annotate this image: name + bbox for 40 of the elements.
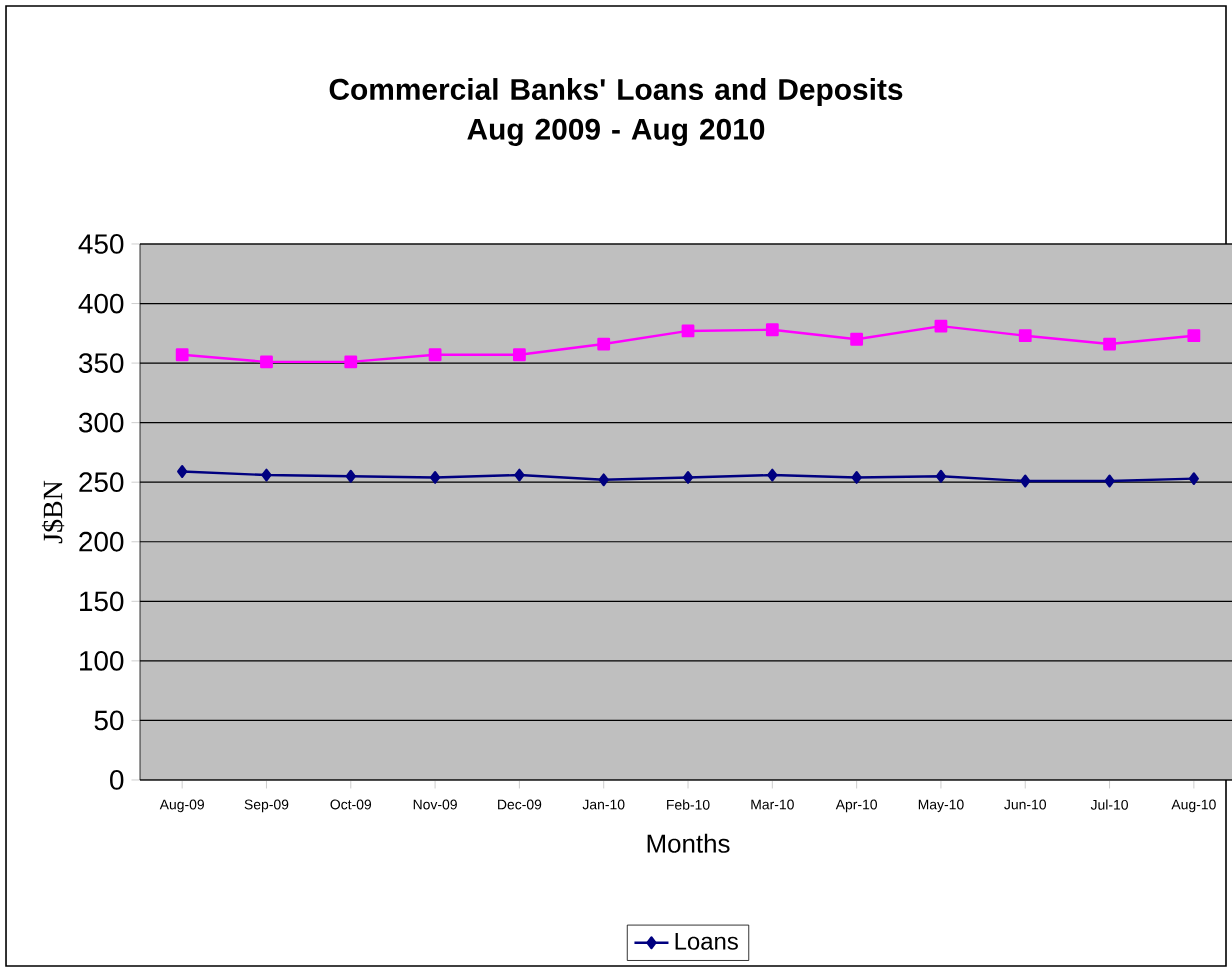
point — [1103, 337, 1116, 351]
point — [260, 355, 273, 369]
point — [1187, 329, 1201, 343]
point — [429, 471, 441, 484]
y-tick-label: 0 — [110, 770, 124, 790]
point — [682, 471, 694, 484]
point — [1018, 329, 1032, 343]
point — [1020, 474, 1031, 488]
y-tick-label: 300 — [78, 412, 124, 433]
legend-label: Loans — [675, 933, 738, 950]
y-tick-label: 150 — [80, 591, 124, 612]
point — [175, 348, 189, 362]
y-tick-label: 50 — [94, 710, 124, 731]
y-tick-label: 100 — [80, 650, 124, 671]
y-axis-title: J$BN — [41, 480, 65, 544]
point — [851, 471, 862, 484]
point — [767, 468, 778, 482]
x-axis-title: Months — [647, 833, 730, 853]
point — [934, 319, 948, 333]
point — [513, 348, 526, 362]
chart-title: Commercial Banks' Loans and Deposits Aug 2009 - Aug 2010 — [329, 78, 903, 146]
point — [850, 332, 864, 346]
point — [345, 469, 356, 483]
y-tick-label: 200 — [79, 531, 124, 552]
point — [598, 473, 609, 487]
point — [514, 468, 525, 482]
point — [935, 469, 947, 483]
y-tick-label: 450 — [78, 234, 124, 254]
point — [681, 324, 695, 338]
point — [177, 465, 188, 478]
y-tick-label: 400 — [78, 293, 124, 314]
point — [261, 468, 272, 482]
y-tick-label: 250 — [79, 472, 124, 493]
point — [428, 348, 442, 362]
point — [344, 355, 358, 369]
point — [1188, 472, 1199, 486]
y-tick-label: 350 — [78, 353, 124, 373]
point — [765, 323, 779, 337]
point — [597, 337, 611, 351]
point — [1104, 474, 1115, 488]
